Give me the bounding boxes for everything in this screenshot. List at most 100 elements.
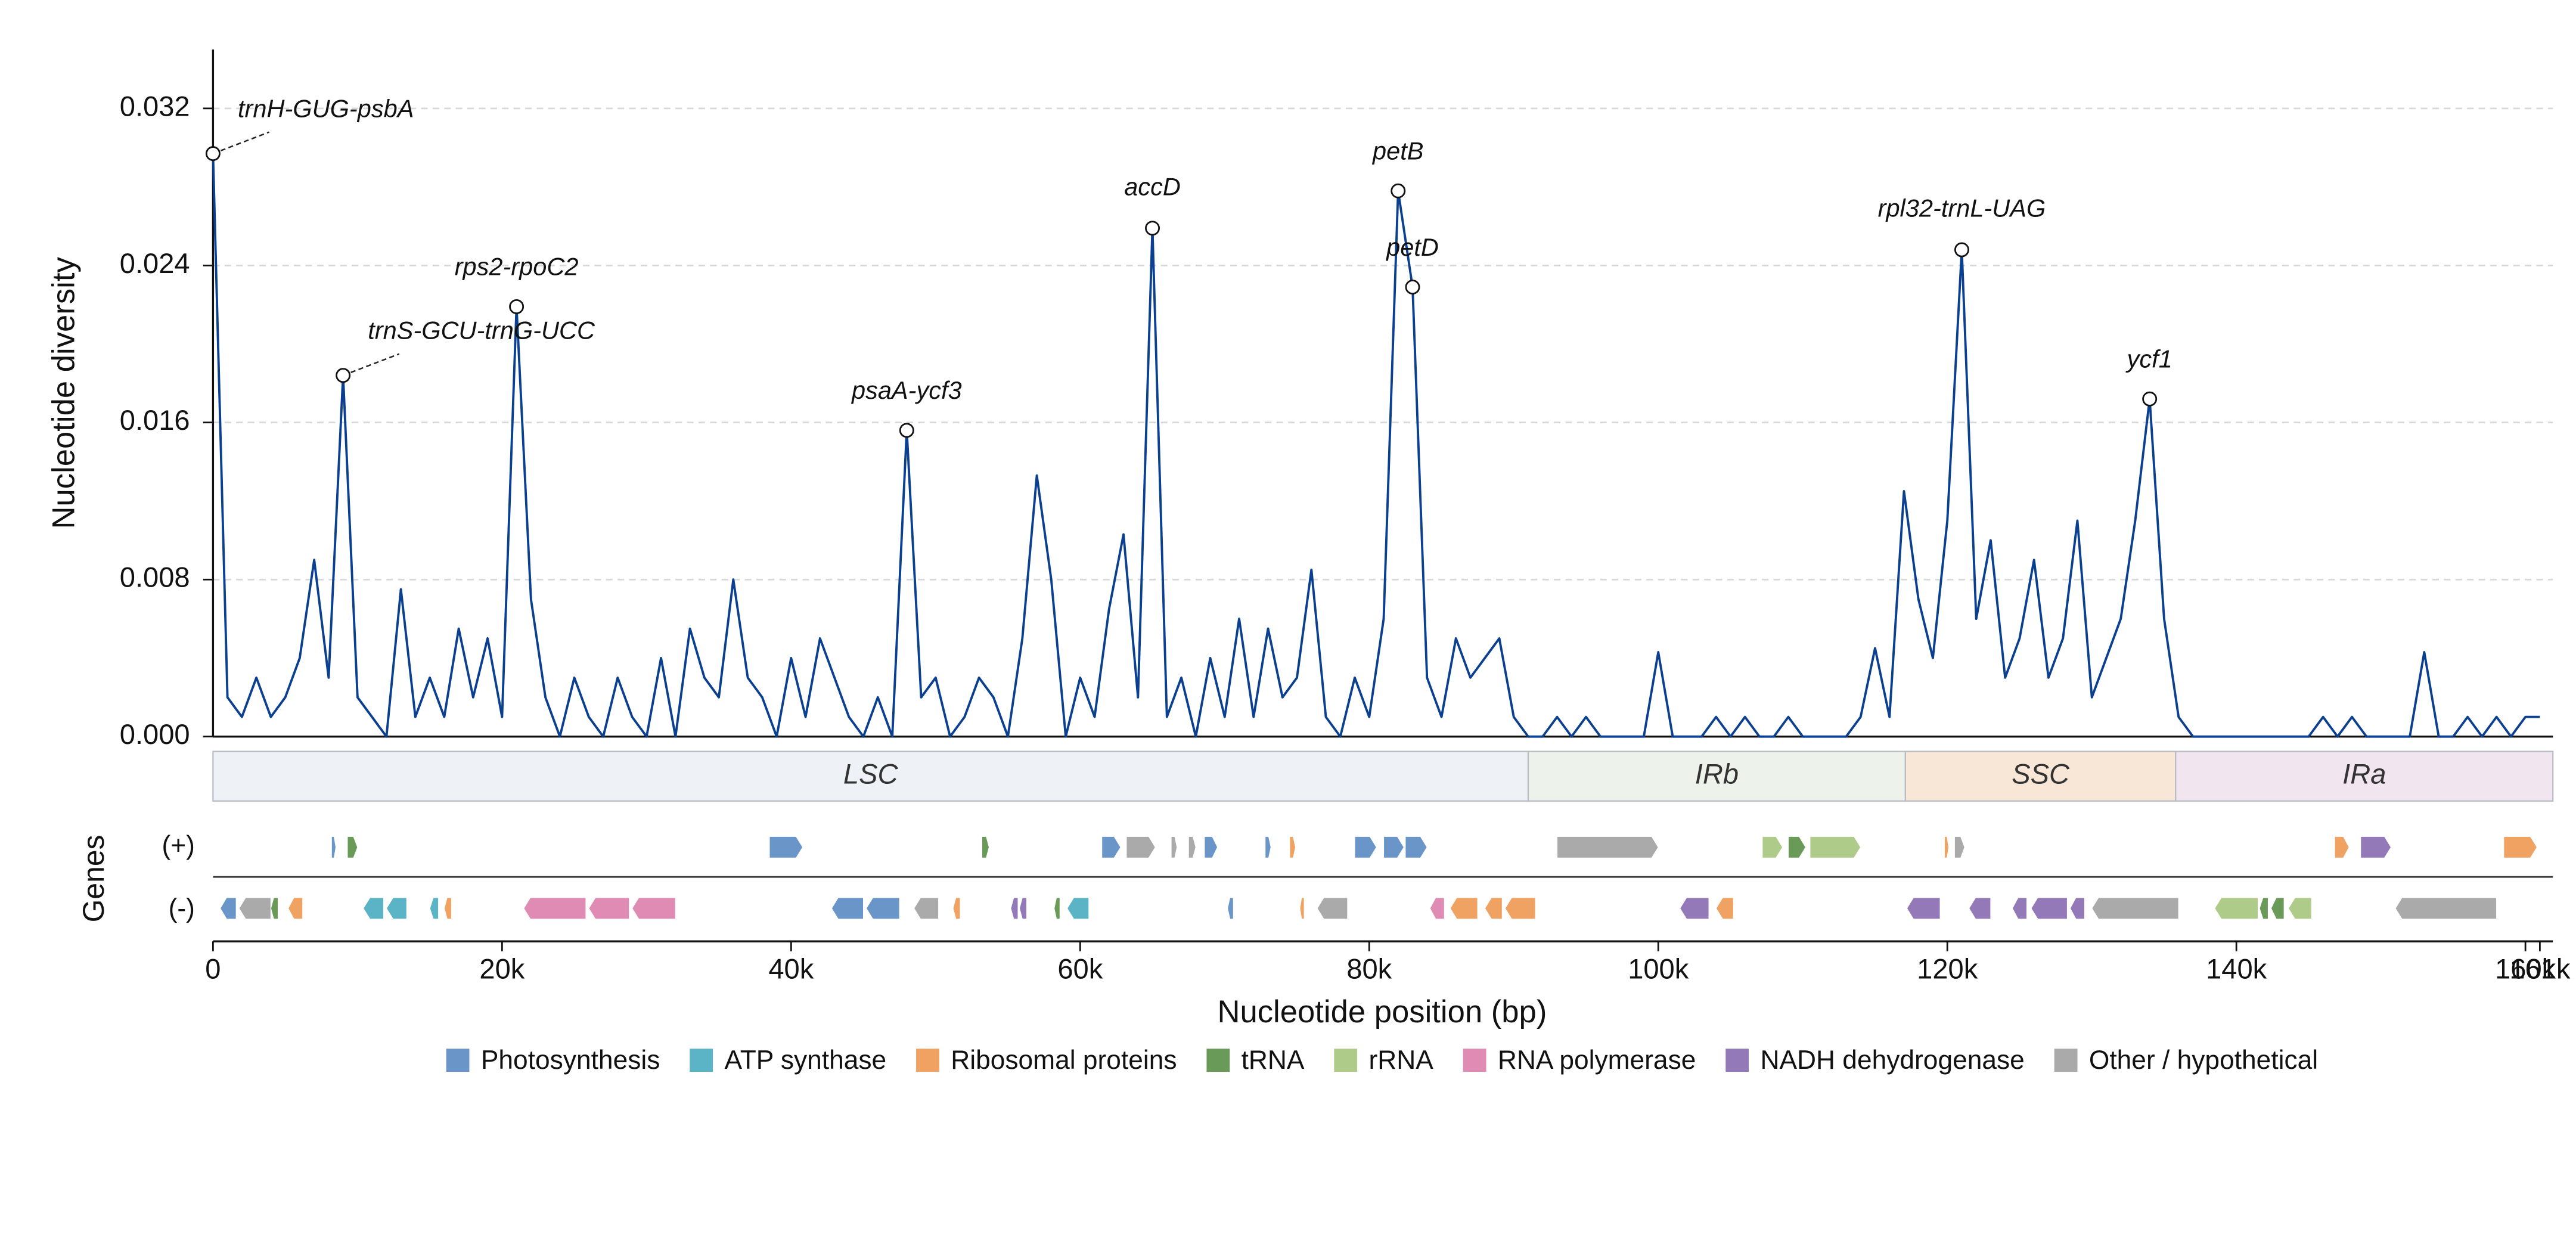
legend-swatch (1463, 1049, 1486, 1072)
y-tick-label: 0.032 (120, 90, 190, 122)
peak-label: psaA-ycf3 (851, 376, 962, 404)
legend-swatch (916, 1049, 939, 1072)
gene (1289, 836, 1296, 858)
diversity-line (212, 153, 2540, 738)
gene (2091, 897, 2179, 920)
gene (443, 897, 452, 920)
x-tick-label: 60k (1057, 953, 1103, 985)
gene (1715, 897, 1734, 920)
gene (1968, 897, 1991, 920)
gene (2259, 897, 2269, 920)
gene (1787, 836, 1807, 858)
region (1904, 750, 2177, 802)
gene (1383, 836, 1405, 858)
y-tick-label: 0.000 (120, 718, 190, 750)
peak-label: ycf1 (2125, 345, 2172, 373)
legend-swatch (690, 1049, 713, 1072)
gene (1484, 897, 1503, 920)
legend-swatch (446, 1049, 470, 1072)
gene (219, 897, 237, 920)
peak-marker (1405, 280, 1420, 295)
gene (287, 897, 303, 920)
x-tick-label: 0 (205, 953, 221, 985)
gene (631, 897, 676, 920)
gene (1066, 897, 1090, 920)
region (212, 750, 1529, 802)
region (1527, 750, 1906, 802)
gene (2395, 897, 2497, 920)
gene (523, 897, 586, 920)
legend-label: ATP synthase (724, 1046, 886, 1075)
gene (952, 897, 961, 920)
x-tick-label: 160k (2495, 953, 2556, 985)
gene (1679, 897, 1709, 920)
legend-label: rRNA (1369, 1046, 1434, 1075)
gene (1354, 836, 1377, 858)
gene (1299, 897, 1305, 920)
gene (2360, 836, 2392, 858)
legend-swatch (1206, 1049, 1230, 1072)
gene (1101, 836, 1121, 858)
gene (1317, 897, 1348, 920)
peak-marker (2142, 391, 2158, 407)
region-label: IRb (1695, 758, 1739, 790)
gene (1171, 836, 1178, 858)
gene (981, 836, 990, 858)
gene (1556, 836, 1659, 858)
gene (1810, 836, 1861, 858)
gene (831, 897, 864, 920)
gene (1405, 836, 1427, 858)
gene (2012, 897, 2028, 920)
peak-marker (1391, 183, 1406, 199)
x-axis-label: Nucleotide position (bp) (1217, 994, 1547, 1029)
x-tick-label: 100k (1628, 953, 1689, 985)
x-tick-label: 140k (2206, 953, 2267, 985)
gene (1054, 897, 1060, 920)
gene (1429, 897, 1445, 920)
gene (2334, 836, 2350, 858)
peak-label: rpl32-trnL-UAG (1878, 194, 2046, 222)
leader-line (343, 353, 400, 376)
peak-label: rps2-rpoC2 (455, 253, 579, 281)
peak-marker (336, 368, 351, 383)
x-tick-label: 120k (1917, 953, 1978, 985)
gene (1944, 836, 1950, 858)
gene (2503, 836, 2538, 858)
gene (1188, 836, 1196, 858)
x-tick-label: 161k (2509, 953, 2571, 985)
gene (2288, 897, 2312, 920)
peak-marker (899, 423, 914, 438)
gene (1204, 836, 1218, 858)
peak-marker (1954, 242, 1969, 258)
peak-label: petD (1385, 233, 1439, 261)
y-axis-label: Nucleotide diversity (46, 257, 82, 529)
gene (769, 836, 803, 858)
region-label: IRa (2342, 758, 2386, 790)
gene (386, 897, 407, 920)
peak-marker (205, 146, 221, 162)
x-tick-label: 20k (479, 953, 524, 985)
gene (1906, 897, 1941, 920)
y-tick-label: 0.008 (120, 562, 190, 593)
gene (1227, 897, 1234, 920)
gene (1019, 897, 1028, 920)
gene (1450, 897, 1478, 920)
gene (588, 897, 630, 920)
legend-label: Photosynthesis (481, 1046, 660, 1075)
genes-label: Genes (77, 835, 110, 922)
gene (1504, 897, 1536, 920)
gene (331, 836, 337, 858)
gene (238, 897, 271, 920)
legend-label: tRNA (1242, 1046, 1305, 1075)
gene (865, 897, 900, 920)
gene (2069, 897, 2085, 920)
gene (429, 897, 439, 920)
y-tick-label: 0.024 (120, 247, 190, 279)
y-tick-label: 0.016 (120, 404, 190, 436)
gene (2270, 897, 2285, 920)
legend-label: Other / hypothetical (2089, 1046, 2318, 1075)
peak-label: petB (1371, 137, 1423, 165)
peak-marker (1145, 221, 1160, 236)
